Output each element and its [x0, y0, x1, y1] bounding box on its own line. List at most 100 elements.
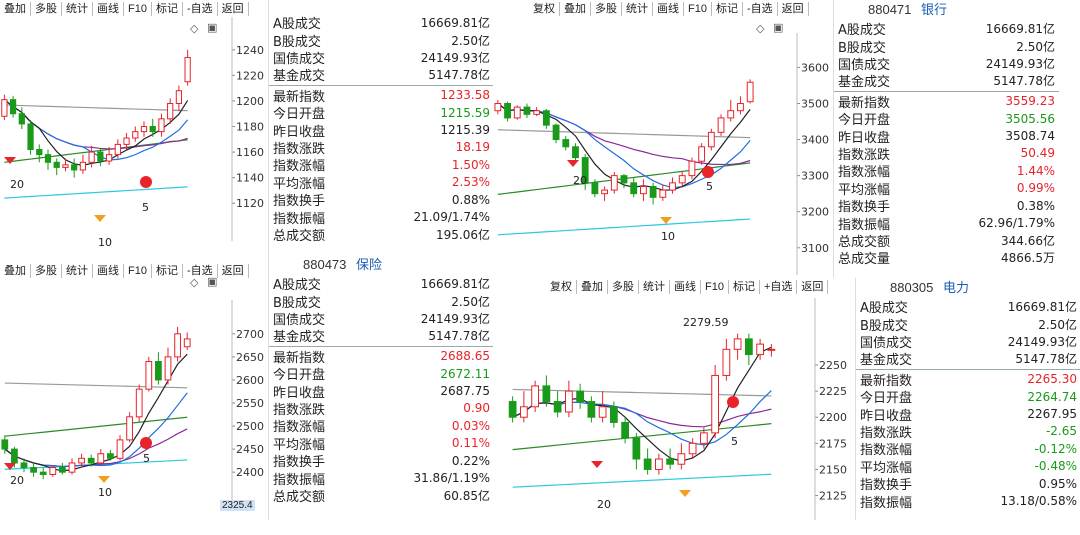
info-value: 21.09/1.74% [413, 209, 490, 224]
y-tick-label: 2125 [819, 490, 847, 503]
settings-diamond-icon[interactable]: ◇ [756, 23, 765, 35]
y-tick-label: 2550 [236, 397, 264, 410]
toolbar-button[interactable]: 多股 [31, 264, 62, 278]
toolbar-button[interactable]: 返回 [778, 2, 809, 16]
info-value: 62.96/1.79% [978, 215, 1055, 230]
toolbar-button[interactable]: 画线 [670, 280, 701, 294]
toolbar-button[interactable]: 返回 [218, 264, 249, 278]
candle-up [610, 175, 618, 191]
panel-title: 880473 保险 [269, 255, 494, 275]
toolbar-button[interactable]: 标记 [152, 2, 183, 16]
info-row: 昨日收盘 1215.39 [269, 121, 494, 140]
toolbar-button[interactable]: 统计 [62, 264, 93, 278]
toolbar-button[interactable]: 叠加 [0, 2, 31, 16]
info-row: 总成交额 60.85亿 [269, 487, 494, 505]
info-label: A股成交 [838, 23, 886, 39]
toolbar-button[interactable]: 统计 [62, 2, 93, 16]
info-row: 总成交额 195.06亿 [269, 226, 494, 244]
candle-up [700, 432, 708, 444]
info-row: 今日开盘 2672.11 [269, 365, 494, 384]
signal-ball-icon [140, 176, 152, 188]
toolbar-button[interactable]: 画线 [93, 2, 124, 16]
toolbar-button[interactable]: 统计 [639, 280, 670, 294]
toolbar-button[interactable]: 叠加 [577, 280, 608, 294]
restore-icon[interactable]: ▣ [207, 22, 218, 34]
info-row: 指数振幅 31.86/1.19% [269, 469, 494, 488]
chart-panel-insurance[interactable]: 叠加 多股 统计 画线 F10 标记 -自选 返回 ◇ ▣ 2700 2650 2600 2550 2… [0, 262, 268, 520]
info-label: A股成交 [273, 17, 321, 33]
info-row: 指数换手 0.38% [834, 197, 1059, 216]
chart-panel-oil[interactable]: 叠加 多股 统计 画线 F10 标记 -自选 返回 ◇ ▣ 1240 1220 1200 1180 1… [0, 0, 268, 262]
candlestick-chart-oil: 1240 1220 1200 1180 1160 1140 1120 20 5 10 [1, 17, 264, 249]
toolbar-button[interactable]: +自选 [760, 280, 798, 294]
info-row: 指数换手 0.88% [269, 191, 494, 210]
candle-up [175, 90, 183, 104]
candle-down [576, 390, 584, 403]
price-box-label: 2325.4 [220, 500, 255, 511]
y-tick-label: 2500 [236, 420, 264, 433]
trend-line-cyan [4, 186, 188, 199]
toolbar-button[interactable]: F10 [701, 280, 729, 294]
toolbar-button[interactable]: 标记 [729, 280, 760, 294]
settings-diamond-icon[interactable]: ◇ [190, 277, 199, 289]
toolbar-button[interactable]: F10 [124, 2, 152, 16]
y-tick-label: 1240 [236, 44, 264, 57]
toolbar-button[interactable]: 复权 [546, 280, 577, 294]
candle-up [167, 102, 174, 120]
info-value: 4866.5万 [1001, 251, 1055, 266]
info-row: 指数振幅 13.18/0.58% [856, 492, 1080, 511]
toolbar-button[interactable]: 多股 [31, 2, 62, 16]
candle-up [727, 110, 735, 119]
info-row: 最新指数 1233.58 [269, 87, 494, 105]
candle-up [140, 126, 148, 133]
toolbar-button[interactable]: 复权 [529, 2, 560, 16]
candle-up [158, 118, 165, 133]
settings-diamond-icon[interactable]: ◇ [190, 23, 199, 35]
index-name[interactable]: 保险 [356, 257, 383, 272]
candle-down [504, 103, 511, 119]
candle-up [659, 189, 667, 198]
info-label: 指数涨跌 [273, 402, 326, 418]
candle-up [132, 131, 139, 139]
info-row: 指数换手 0.22% [269, 452, 494, 471]
y-tick-label: 2225 [819, 385, 847, 398]
candle-down [632, 437, 641, 460]
toolbar-button[interactable]: 叠加 [0, 264, 31, 278]
toolbar-button[interactable]: 画线 [653, 2, 684, 16]
y-tick-label: 2700 [236, 328, 264, 341]
candle-down [1, 439, 9, 450]
toolbar-button[interactable]: -自选 [743, 2, 778, 16]
toolbar-button[interactable]: F10 [684, 2, 712, 16]
info-value: 16669.81亿 [985, 22, 1055, 37]
toolbar-button[interactable]: F10 [124, 264, 152, 278]
index-name[interactable]: 银行 [921, 2, 948, 17]
toolbar-button[interactable]: 返回 [797, 280, 829, 294]
info-label: 指数振幅 [838, 217, 891, 233]
toolbar-button[interactable]: 标记 [712, 2, 743, 16]
info-value: 0.95% [1038, 476, 1077, 491]
restore-icon[interactable]: ▣ [207, 276, 218, 288]
toolbar-button[interactable]: -自选 [183, 2, 218, 16]
toolbar-button[interactable]: -自选 [183, 264, 218, 278]
candle-up [62, 164, 69, 168]
candle-up [78, 457, 85, 464]
restore-icon[interactable]: ▣ [773, 22, 784, 34]
candle-down [508, 401, 517, 418]
toolbar-button[interactable]: 多股 [591, 2, 622, 16]
toolbar-button[interactable]: 返回 [218, 2, 249, 16]
candle-down [53, 161, 60, 168]
toolbar-button[interactable]: 画线 [93, 264, 124, 278]
info-value: 5147.78亿 [428, 68, 490, 83]
info-value: 16669.81亿 [420, 277, 490, 292]
toolbar-button[interactable]: 统计 [622, 2, 653, 16]
toolbar-button[interactable]: 标记 [152, 264, 183, 278]
y-tick-label: 3400 [801, 134, 829, 147]
info-value: 16669.81亿 [1007, 300, 1077, 315]
index-name[interactable]: 电力 [943, 280, 970, 295]
toolbar-button[interactable]: 叠加 [560, 2, 591, 16]
toolbar-button[interactable]: 多股 [608, 280, 639, 294]
index-code: 880305 [890, 280, 934, 295]
candle-up [164, 356, 172, 381]
